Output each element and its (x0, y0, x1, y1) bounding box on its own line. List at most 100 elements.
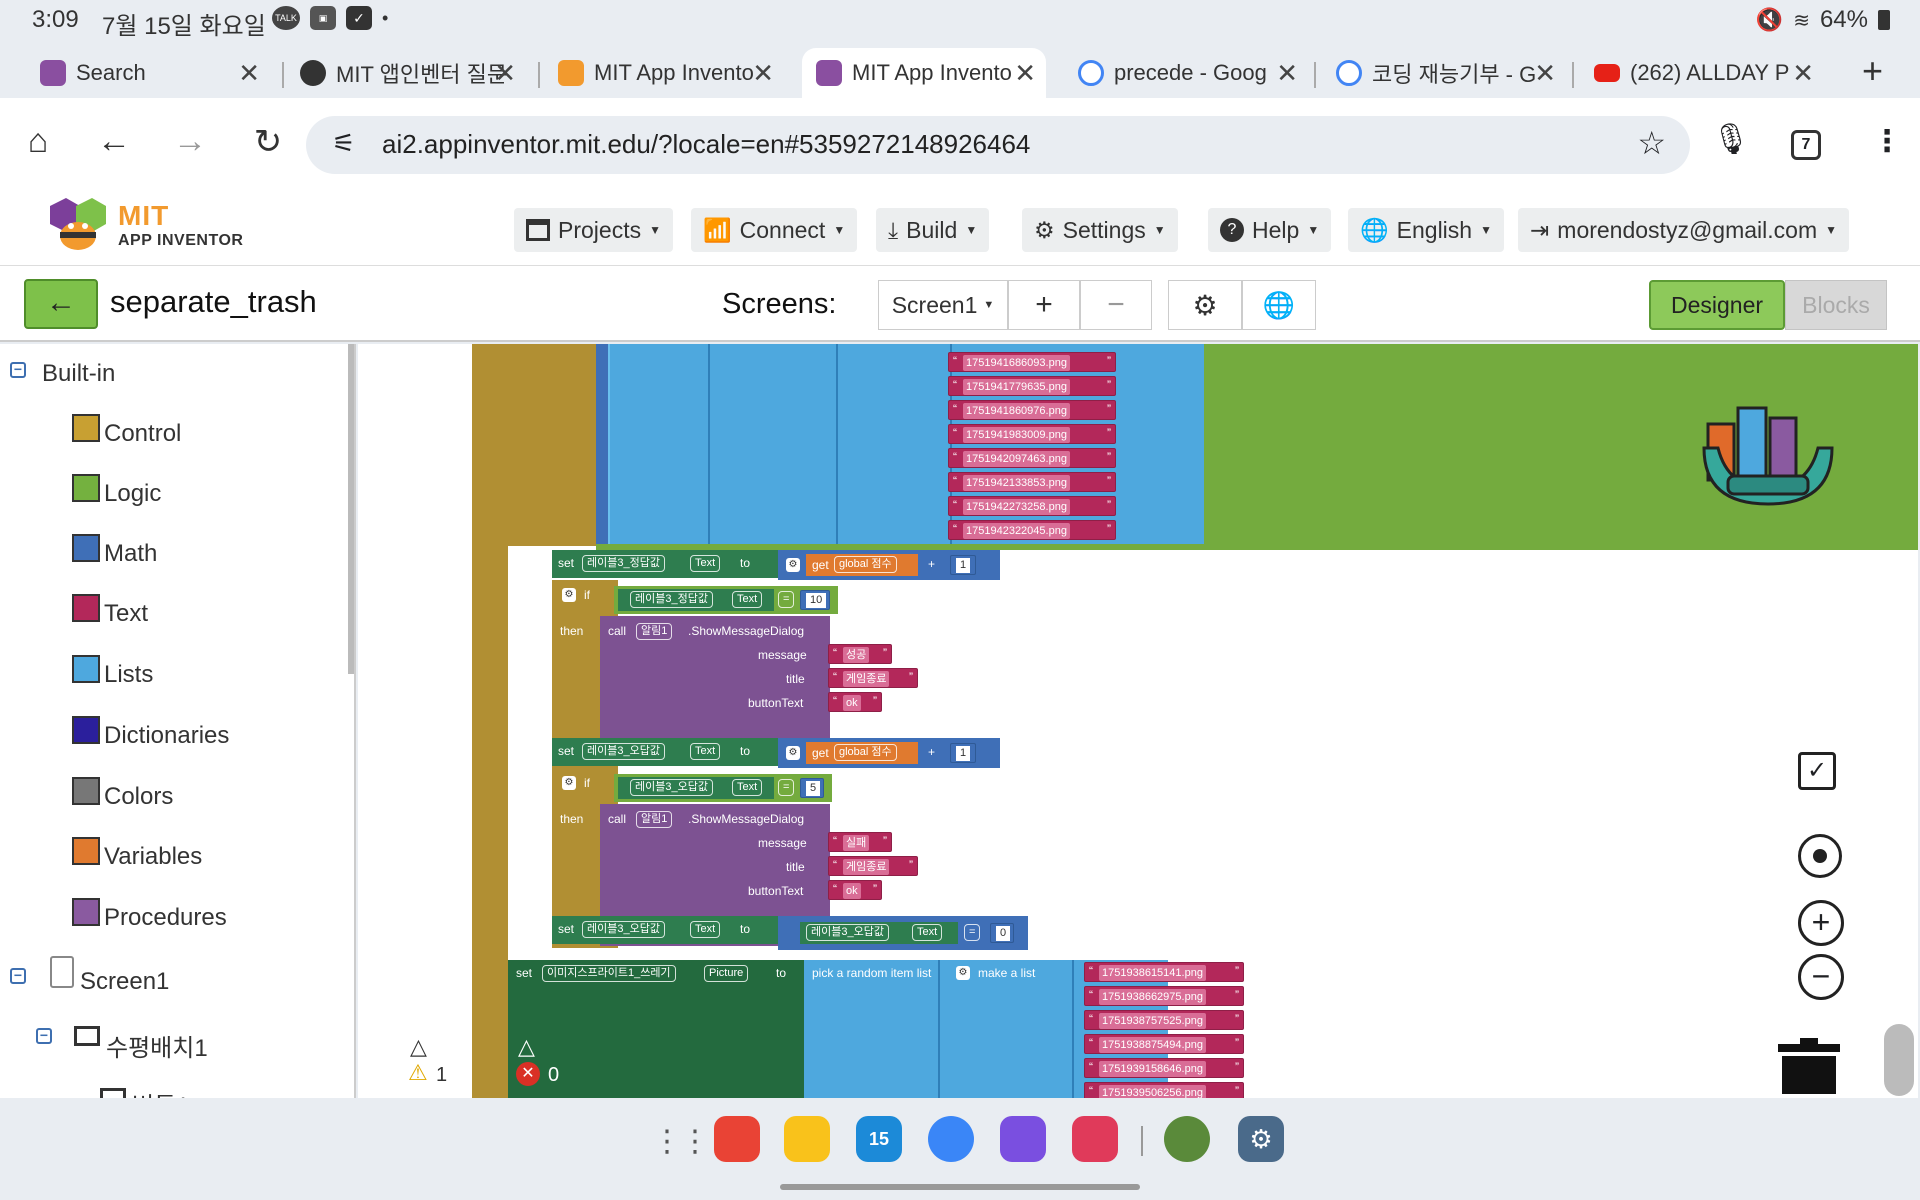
palette-procedures[interactable]: Procedures (72, 898, 227, 932)
string-value[interactable]: 1751941860976.png (963, 403, 1070, 419)
string-value[interactable]: 1751942097463.png (963, 451, 1070, 467)
set-label-wrong-block[interactable]: set 레이블3_오답값 Text to (552, 738, 814, 766)
string-value[interactable]: 실패 (843, 835, 870, 851)
mutator-gear-icon[interactable]: ⚙ (786, 558, 800, 572)
string-value[interactable]: 성공 (843, 647, 870, 663)
variable-dropdown[interactable]: global 점수 (834, 744, 897, 761)
browser-tab-6[interactable]: (262) ALLDAY P ✕ (1580, 48, 1824, 98)
browser-app-icon[interactable] (1000, 1116, 1046, 1162)
collapse-layout-icon[interactable]: − (36, 1028, 52, 1044)
tree-button[interactable]: 버튼1 (132, 1086, 190, 1098)
recenter-icon[interactable] (1798, 834, 1842, 878)
browser-tab-0[interactable]: Search ✕ (26, 48, 270, 98)
zoom-out-icon[interactable]: − (1798, 954, 1844, 1000)
collapse-builtin-icon[interactable]: − (10, 362, 26, 378)
string-value[interactable]: 1751942322045.png (963, 523, 1070, 539)
number-value[interactable]: 1 (956, 558, 971, 573)
my-files-icon[interactable] (784, 1116, 830, 1162)
palette-dictionaries[interactable]: Dictionaries (72, 716, 229, 750)
browser-tab-2[interactable]: MIT App Invento ✕ (544, 48, 784, 98)
designer-button[interactable]: Designer (1649, 280, 1785, 330)
back-to-projects-button[interactable]: ← (24, 279, 98, 329)
string-value[interactable]: 1751941686093.png (963, 355, 1070, 371)
publish-button[interactable]: 🌐 (1242, 280, 1316, 330)
workspace-scrollbar[interactable] (1884, 1024, 1914, 1096)
component-dropdown[interactable]: 알림1 (636, 811, 673, 828)
property-dropdown[interactable]: Text (732, 591, 763, 608)
bookmark-star-icon[interactable]: ☆ (1637, 125, 1666, 161)
palette-lists[interactable]: Lists (72, 655, 153, 689)
call-show-message-dialog-block[interactable]: call 알림1 .ShowMessageDialog message titl… (600, 616, 830, 758)
string-value[interactable]: 1751939158646.png (1099, 1061, 1206, 1077)
palette-math[interactable]: Math (72, 534, 157, 568)
number-block[interactable]: 1 (950, 743, 976, 763)
site-settings-icon[interactable]: ⚟ (332, 128, 356, 158)
string-block[interactable]: “1751941779635.png” (948, 376, 1116, 396)
component-dropdown[interactable]: 레이블3_정답값 (630, 591, 713, 608)
string-value[interactable]: 1751942273258.png (963, 499, 1070, 515)
reload-icon[interactable]: ↻ (253, 123, 283, 161)
string-value[interactable]: 1751942133853.png (963, 475, 1070, 491)
string-block[interactable]: “1751938757525.png” (1084, 1010, 1244, 1030)
property-dropdown[interactable]: Text (690, 743, 721, 760)
palette-text[interactable]: Text (72, 594, 148, 628)
string-value[interactable]: ok (843, 695, 861, 711)
math-add-block[interactable]: ⚙ get global 점수 + 1 (778, 738, 1000, 768)
browser-tab-4[interactable]: precede - Goog ✕ (1064, 48, 1308, 98)
toggle-errors-icon[interactable]: △ (518, 1034, 535, 1059)
number-value[interactable]: 5 (806, 781, 821, 796)
add-screen-button[interactable]: + (1008, 280, 1080, 330)
backpack-icon[interactable] (1698, 378, 1838, 514)
string-block[interactable]: “ok” (828, 880, 882, 900)
operator-dropdown[interactable]: = (778, 779, 795, 796)
property-dropdown[interactable]: Text (690, 555, 721, 572)
language-menu[interactable]: 🌐 English ▼ (1348, 208, 1504, 252)
tab-count-button[interactable]: 7 (1791, 130, 1821, 160)
close-tab-icon[interactable]: ✕ (1014, 57, 1036, 88)
compare-block[interactable]: 레이블3_오답값 Text = 5 (614, 774, 832, 802)
component-dropdown[interactable]: 레이블3_오답값 (630, 779, 713, 796)
settings-menu[interactable]: ⚙ Settings ▼ (1022, 208, 1178, 252)
component-dropdown[interactable]: 알림1 (636, 623, 673, 640)
back-icon[interactable]: ← (97, 122, 131, 160)
palette-control[interactable]: Control (72, 414, 181, 448)
close-tab-icon[interactable]: ✕ (1534, 57, 1556, 88)
tree-horizontal-arrangement[interactable]: 수평배치1 (106, 1035, 208, 1062)
string-block[interactable]: “1751941983009.png” (948, 424, 1116, 444)
notes-app-icon[interactable] (714, 1116, 760, 1162)
property-dropdown[interactable]: Text (912, 924, 943, 941)
microphone-icon[interactable]: 🎙 (1712, 123, 1751, 156)
string-value[interactable]: 1751938875494.png (1099, 1037, 1206, 1053)
calendar-icon[interactable]: 15 (856, 1116, 902, 1162)
set-label-correct-block[interactable]: set 레이블3_정답값 Text to (552, 550, 814, 578)
palette-logic[interactable]: Logic (72, 474, 161, 508)
cleanup-checklist-icon[interactable]: ✓ (1798, 752, 1836, 790)
string-value[interactable]: 1751938662975.png (1099, 989, 1206, 1005)
messages-icon[interactable] (928, 1116, 974, 1162)
compare-block[interactable]: 레이블3_정답값 Text = 10 (614, 586, 838, 614)
close-tab-icon[interactable]: ✕ (494, 57, 516, 88)
trash-can-icon[interactable] (1778, 1038, 1840, 1094)
get-global-block[interactable]: get global 점수 (806, 742, 918, 764)
property-dropdown[interactable]: Text (732, 779, 763, 796)
close-tab-icon[interactable]: ✕ (1276, 57, 1298, 88)
string-value[interactable]: 게임종료 (843, 671, 890, 687)
home-gesture-bar[interactable] (780, 1184, 1140, 1190)
component-dropdown[interactable]: 이미지스프라이트1_쓰레기 (542, 965, 676, 982)
mutator-gear-icon[interactable]: ⚙ (786, 746, 800, 760)
string-block[interactable]: “1751942133853.png” (948, 472, 1116, 492)
blocks-button[interactable]: Blocks (1785, 280, 1887, 330)
set-sprite-picture-block[interactable]: set 이미지스프라이트1_쓰레기 Picture to (508, 960, 818, 1098)
string-block[interactable]: “1751942273258.png” (948, 496, 1116, 516)
property-dropdown[interactable]: Picture (704, 965, 749, 982)
string-block[interactable]: “1751942322045.png” (948, 520, 1116, 540)
component-dropdown[interactable]: 레이블3_오답값 (582, 921, 665, 938)
tree-screen1[interactable]: Screen1 (80, 968, 170, 995)
string-block[interactable]: “1751938875494.png” (1084, 1034, 1244, 1054)
mutator-gear-icon[interactable]: ⚙ (956, 966, 970, 980)
number-block[interactable]: 5 (800, 778, 824, 798)
palette-colors[interactable]: Colors (72, 777, 173, 811)
string-block[interactable]: “1751939158646.png” (1084, 1058, 1244, 1078)
browser-tab-1[interactable]: MIT 앱인벤터 질문 ✕ (286, 48, 526, 98)
remove-screen-button[interactable]: − (1080, 280, 1152, 330)
